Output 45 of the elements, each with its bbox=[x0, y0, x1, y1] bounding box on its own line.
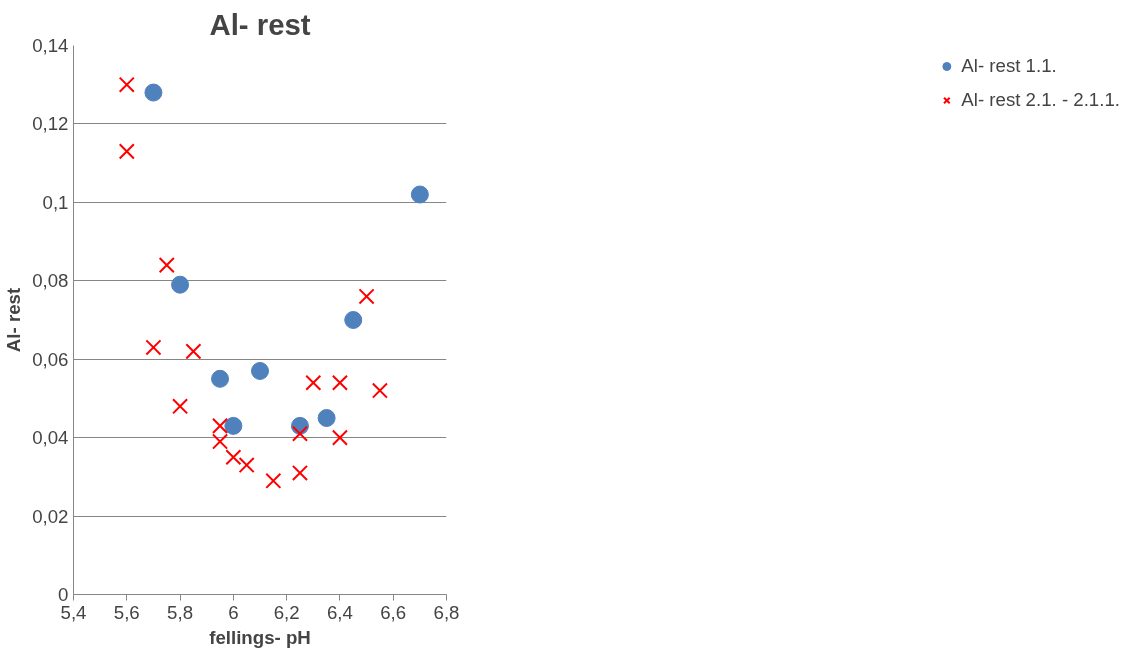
x-tick-label: 6,4 bbox=[326, 601, 353, 623]
y-tick-label: 0,06 bbox=[32, 348, 69, 370]
x-tick-label: 6 bbox=[228, 601, 239, 623]
y-tick-label: 0,04 bbox=[32, 427, 69, 449]
point bbox=[225, 449, 242, 466]
x-tick-label: 5,8 bbox=[167, 601, 194, 623]
point bbox=[171, 275, 190, 294]
point bbox=[265, 472, 282, 489]
x-axis-title: fellings- pH bbox=[209, 626, 311, 648]
legend-label: Al- rest 2.1. - 2.1.1. bbox=[961, 89, 1120, 111]
point bbox=[118, 143, 135, 160]
point bbox=[251, 362, 269, 380]
y-tick-label: 0,12 bbox=[32, 113, 69, 135]
y-tick-label: 0,02 bbox=[32, 505, 69, 527]
point bbox=[158, 257, 175, 274]
y-tick-label: 0,14 bbox=[32, 35, 69, 56]
point bbox=[238, 457, 255, 474]
point bbox=[291, 464, 309, 482]
point bbox=[410, 185, 429, 204]
x-tick-label: 6,6 bbox=[380, 601, 407, 623]
point bbox=[331, 429, 348, 446]
point bbox=[317, 409, 336, 428]
point bbox=[118, 76, 135, 93]
x-tick-label: 5,6 bbox=[113, 601, 140, 623]
point bbox=[344, 311, 363, 329]
point bbox=[358, 288, 375, 305]
point bbox=[211, 369, 230, 388]
x-tick-label: 6,2 bbox=[273, 601, 300, 623]
point bbox=[224, 416, 243, 435]
point bbox=[185, 343, 202, 360]
legend-label: Al- rest 1.1. bbox=[961, 55, 1057, 77]
point bbox=[331, 374, 348, 391]
x-tick-label: 6,8 bbox=[433, 601, 460, 623]
y-tick-label: 0,08 bbox=[32, 270, 69, 292]
point bbox=[211, 417, 229, 434]
y-axis-title: Al- rest bbox=[3, 287, 25, 353]
chart-title: Al- rest bbox=[209, 7, 311, 41]
point bbox=[371, 382, 388, 399]
point bbox=[291, 425, 309, 442]
point bbox=[172, 398, 189, 415]
point bbox=[144, 83, 163, 102]
point bbox=[305, 374, 322, 391]
point bbox=[145, 339, 162, 356]
point bbox=[211, 433, 229, 450]
y-tick-label: 0,1 bbox=[42, 191, 69, 213]
